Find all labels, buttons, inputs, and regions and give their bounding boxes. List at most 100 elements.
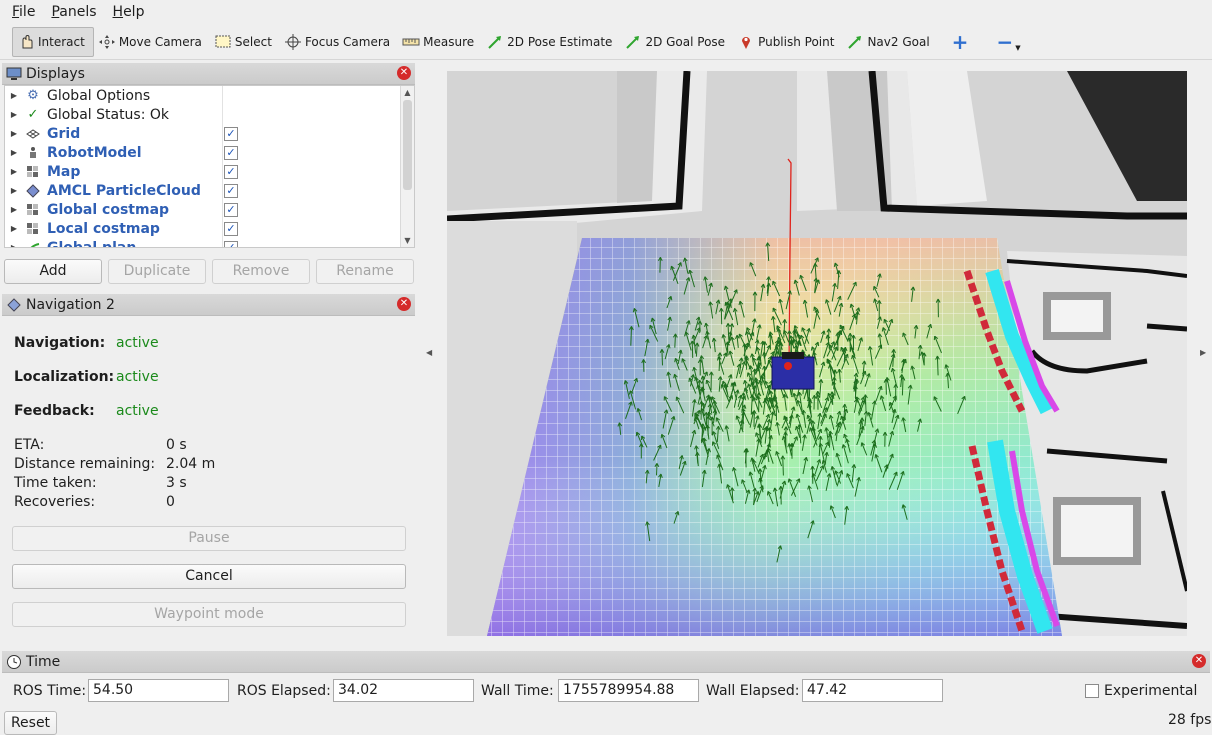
particle-arrowhead	[787, 290, 792, 295]
expand-arrow-icon[interactable]: ▶	[10, 91, 18, 100]
rename-display-button[interactable]: Rename	[316, 259, 414, 284]
collapse-left-icon[interactable]: ◀	[426, 348, 433, 357]
menu-help[interactable]: Help	[105, 4, 153, 20]
particle-arrow	[707, 411, 715, 427]
expand-arrow-icon[interactable]: ▶	[10, 186, 18, 195]
tool-select[interactable]: Select	[210, 27, 280, 57]
particle-arrow	[874, 298, 879, 312]
experimental-checkbox[interactable]	[1085, 684, 1099, 698]
expand-arrow-icon[interactable]: ▶	[10, 110, 18, 119]
wall-elapsed-field[interactable]: 47.42	[802, 679, 943, 702]
tree-scrollbar[interactable]: ▲ ▼	[400, 86, 414, 247]
particle-arrow	[684, 320, 690, 337]
particle-arrowhead	[807, 485, 812, 490]
pause-button[interactable]: Pause	[12, 526, 406, 551]
remove-display-button[interactable]: Remove	[212, 259, 310, 284]
scroll-up-icon[interactable]: ▲	[404, 88, 411, 97]
scrollbar-thumb[interactable]	[403, 100, 412, 190]
particle-arrow	[817, 413, 821, 429]
ros-elapsed-field[interactable]: 34.02	[333, 679, 474, 702]
waypoint-mode-button[interactable]: Waypoint mode	[12, 602, 406, 627]
particle-arrow	[756, 347, 762, 364]
particle-arrow	[759, 478, 764, 493]
cancel-button[interactable]: Cancel	[12, 564, 406, 589]
particle-arrowhead	[728, 395, 733, 400]
tree-item-global-status[interactable]: ▶ ✓ Global Status: Ok	[5, 105, 414, 124]
tree-item-robotmodel[interactable]: ▶ RobotModel ✓	[5, 143, 414, 162]
tool-measure[interactable]: Measure	[398, 27, 482, 57]
display-enabled-checkbox[interactable]: ✓	[224, 145, 238, 160]
display-enabled-checkbox[interactable]: ✓	[224, 126, 238, 141]
tool-2d-pose-estimate[interactable]: 2D Pose Estimate	[482, 27, 620, 57]
close-icon[interactable]: ✕	[397, 297, 411, 311]
tree-item-amcl-particlecloud[interactable]: ▶ AMCL ParticleCloud ✓	[5, 181, 414, 200]
wall-time-field[interactable]: 1755789954.88	[558, 679, 699, 702]
scroll-down-icon[interactable]: ▼	[404, 236, 411, 245]
particle-arrowhead	[701, 469, 707, 475]
collapse-right-icon[interactable]: ▶	[1200, 348, 1207, 357]
tool-move-camera[interactable]: Move Camera	[94, 27, 210, 57]
particle-arrowhead	[674, 357, 679, 363]
display-enabled-checkbox[interactable]: ✓	[224, 202, 238, 217]
tree-item-global-options[interactable]: ▶ ⚙ Global Options	[5, 86, 414, 105]
menu-file[interactable]: File	[4, 4, 43, 20]
particle-arrow	[872, 428, 879, 448]
display-enabled-checkbox[interactable]: ✓	[224, 164, 238, 179]
tree-item-global-plan[interactable]: ▶ Global plan ✓	[5, 238, 414, 248]
add-display-button[interactable]: Add	[4, 259, 102, 284]
particle-arrow	[674, 333, 676, 348]
tree-item-local-costmap[interactable]: ▶ Local costmap ✓	[5, 219, 414, 238]
ros-time-field[interactable]: 54.50	[88, 679, 229, 702]
particle-arrow	[796, 413, 804, 433]
particle-arrow	[637, 408, 643, 421]
close-icon[interactable]: ✕	[397, 66, 411, 80]
tool-focus-camera[interactable]: Focus Camera	[280, 27, 398, 57]
tool-nav2-goal[interactable]: Nav2 Goal	[842, 27, 937, 57]
particle-arrow	[631, 378, 638, 393]
expand-arrow-icon[interactable]: ▶	[10, 205, 18, 214]
scene-canvas[interactable]	[447, 71, 1187, 636]
tool-interact[interactable]: Interact	[12, 26, 94, 57]
expand-arrow-icon[interactable]: ▶	[10, 224, 18, 233]
tool-publish-point[interactable]: Publish Point	[733, 27, 842, 57]
particle-arrowhead	[838, 302, 844, 308]
particle-arrow	[812, 427, 817, 440]
particle-arrow	[651, 317, 657, 335]
expand-arrow-icon[interactable]: ▶	[10, 167, 18, 176]
particle-arrowhead	[853, 372, 859, 378]
particle-arrow	[751, 457, 756, 472]
particle-arrow	[733, 389, 739, 408]
remove-tool-button[interactable]: − ▼	[982, 27, 1034, 57]
display-enabled-checkbox[interactable]: ✓	[224, 183, 238, 198]
particle-arrow	[826, 341, 835, 357]
tool-2d-goal-pose[interactable]: 2D Goal Pose	[620, 27, 733, 57]
reset-button[interactable]: Reset	[4, 711, 57, 735]
particle-arrow	[700, 355, 705, 375]
expand-arrow-icon[interactable]: ▶	[10, 148, 18, 157]
menu-help-mnemonic: H	[112, 3, 124, 20]
render-viewport[interactable]	[447, 71, 1187, 636]
particle-arrow	[790, 436, 798, 452]
close-icon[interactable]: ✕	[1192, 654, 1206, 668]
particle-arrow	[902, 332, 909, 346]
tree-item-global-costmap[interactable]: ▶ Global costmap ✓	[5, 200, 414, 219]
duplicate-display-button[interactable]: Duplicate	[108, 259, 206, 284]
particle-arrowhead	[728, 350, 734, 355]
particle-arrow	[735, 363, 741, 379]
particle-arrowhead	[715, 299, 721, 304]
particle-arrowhead	[961, 395, 966, 401]
display-enabled-checkbox[interactable]: ✓	[224, 221, 238, 236]
add-tool-button[interactable]: +	[938, 27, 983, 57]
particle-arrow	[807, 520, 814, 539]
tree-item-grid[interactable]: ▶ Grid ✓	[5, 124, 414, 143]
menu-panels[interactable]: Panels	[43, 4, 104, 20]
particle-arrow	[831, 466, 838, 486]
path-icon	[23, 240, 43, 247]
tree-item-map[interactable]: ▶ Map ✓	[5, 162, 414, 181]
particle-arrow	[824, 452, 828, 466]
particle-arrow	[729, 350, 735, 366]
expand-arrow-icon[interactable]: ▶	[10, 243, 18, 248]
particle-arrow	[729, 289, 738, 306]
expand-arrow-icon[interactable]: ▶	[10, 129, 18, 138]
display-enabled-checkbox[interactable]: ✓	[224, 240, 238, 247]
